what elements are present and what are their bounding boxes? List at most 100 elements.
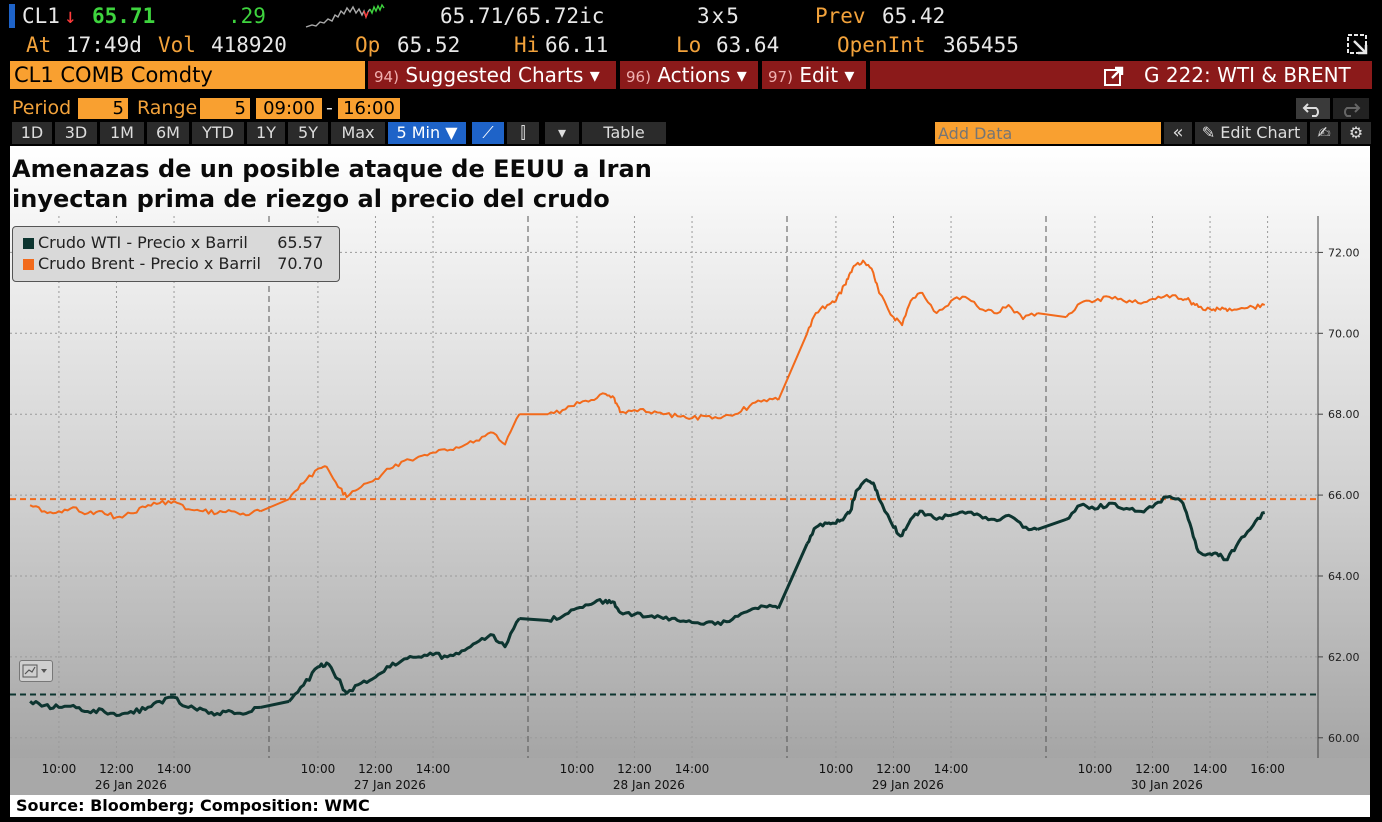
last-price: 65.71 — [92, 4, 156, 28]
edit-menu[interactable]: 97) Edit ▾ — [762, 61, 866, 89]
end-time-input[interactable]: 16:00 — [338, 98, 400, 119]
wti-series-connector — [1036, 517, 1067, 531]
chart-panel: Amenazas de un posible ataque de EEUU a … — [10, 146, 1370, 796]
interval-select[interactable]: 5 Min ▼ — [388, 122, 466, 144]
line-chart-button[interactable]: ⟋ — [472, 122, 504, 144]
open-value: 65.52 — [397, 33, 461, 57]
x-day-label: 28 Jan 2026 — [613, 778, 685, 792]
stats-bar: At 17:49d Vol 418920 Op 65.52 Hi 66.11 L… — [0, 31, 1382, 59]
x-tick-label: 14:00 — [416, 762, 451, 776]
x-day-label: 26 Jan 2026 — [95, 778, 167, 792]
x-tick-label: 12:00 — [876, 762, 911, 776]
wti-series-line — [805, 478, 1039, 545]
open-label: Op — [355, 33, 381, 57]
x-tick-label: 14:00 — [1193, 762, 1228, 776]
legend-item-wti[interactable]: Crudo WTI - Precio x Barril 65.57 — [23, 233, 331, 253]
actions-menu[interactable]: 96) Actions ▾ — [620, 61, 758, 89]
source-note: Source: Bloomberg; Composition: WMC — [10, 795, 1370, 817]
edit-chart-button[interactable]: ✎ Edit Chart — [1195, 122, 1307, 144]
range-1m[interactable]: 1M — [100, 122, 144, 144]
y-tick-label: 62.00 — [1328, 651, 1360, 664]
range-6m[interactable]: 6M — [147, 122, 189, 144]
bar-chart-button[interactable]: ⫿ — [507, 122, 539, 144]
collapse-button[interactable]: « — [1164, 122, 1192, 144]
legend-label-wti: Crudo WTI - Precio x Barril — [38, 233, 248, 252]
settings-button[interactable]: ⚙ — [1341, 122, 1371, 144]
chart-name-bar: G 222: WTI & BRENT — [870, 61, 1372, 89]
y-tick-label: 60.00 — [1328, 732, 1360, 745]
range-max[interactable]: Max — [331, 122, 385, 144]
prev-label: Prev — [815, 4, 866, 28]
period-input[interactable]: 5 — [78, 98, 128, 119]
prev-value: 65.42 — [882, 4, 946, 28]
at-label: At — [26, 33, 52, 57]
chart-type-toggle[interactable] — [19, 660, 53, 682]
x-tick-label: 14:00 — [157, 762, 192, 776]
last-time: 17:49d — [66, 33, 142, 57]
ticker-symbol[interactable]: CL1 — [22, 4, 60, 28]
suggested-charts-label: Suggested Charts ▾ — [405, 63, 600, 87]
brent-series-line — [288, 413, 521, 500]
x-tick-label: 10:00 — [560, 762, 595, 776]
range-3d[interactable]: 3D — [55, 122, 97, 144]
add-data-input[interactable] — [935, 122, 1161, 144]
wti-series-connector — [776, 543, 809, 609]
security-field[interactable]: CL1 COMB Comdty — [10, 61, 365, 89]
undo-button[interactable] — [1296, 98, 1330, 119]
time-separator: - — [326, 97, 333, 119]
x-tick-label: 10:00 — [819, 762, 854, 776]
x-tick-label: 10:00 — [42, 762, 77, 776]
range-input[interactable]: 5 — [200, 98, 250, 119]
suggested-charts-num: 94) — [374, 68, 399, 86]
high-label: Hi — [514, 33, 540, 57]
brent-series-line — [1065, 293, 1266, 318]
actions-num: 96) — [626, 68, 651, 86]
range-5y[interactable]: 5Y — [288, 122, 328, 144]
x-axis-strip — [10, 758, 1370, 796]
pencil-icon: ✎ — [1201, 123, 1216, 142]
legend-value-wti: 65.57 — [277, 233, 323, 252]
chart-name: G 222: WTI & BRENT — [1144, 63, 1351, 87]
sparkline-icon — [305, 3, 385, 28]
gear-icon: ⚙ — [1348, 123, 1364, 142]
wti-series-line — [1065, 495, 1266, 562]
annotate-button[interactable]: ✍ — [1310, 122, 1338, 144]
range-1d[interactable]: 1D — [12, 122, 52, 144]
wti-series-line — [29, 695, 261, 717]
suggested-charts-menu[interactable]: 94) Suggested Charts ▾ — [368, 61, 616, 89]
x-day-label: 30 Jan 2026 — [1131, 778, 1203, 792]
mini-chart-icon — [22, 664, 47, 678]
price-chart[interactable]: 60.00 62.00 64.00 66.00 68.00 70.00 72.00 10:00… — [10, 146, 1370, 796]
chart-legend[interactable]: Crudo WTI - Precio x Barril 65.57 Crudo … — [12, 226, 340, 282]
y-tick-label: 66.00 — [1328, 489, 1360, 502]
pop-out-icon[interactable] — [1346, 33, 1370, 57]
legend-swatch-brent — [23, 259, 34, 270]
legend-value-brent: 70.70 — [277, 254, 323, 273]
y-tick-label: 64.00 — [1328, 570, 1360, 583]
legend-item-brent[interactable]: Crudo Brent - Precio x Barril 70.70 — [23, 254, 331, 274]
redo-icon — [1344, 103, 1361, 117]
period-label: Period — [12, 97, 72, 119]
wti-series-line — [287, 617, 521, 703]
redo-button[interactable] — [1333, 98, 1369, 119]
edit-chart-label: Edit Chart — [1220, 123, 1301, 142]
openint-label: OpenInt — [837, 33, 926, 57]
vol-label: Vol — [158, 33, 196, 57]
chart-title: Amenazas de un posible ataque de EEUU a … — [12, 154, 652, 214]
high-value: 66.11 — [545, 33, 609, 57]
launch-icon[interactable] — [1103, 65, 1125, 87]
quote-bar: CL1 ↓ 65.71 .29 65.71/65.72ic 3x5 Prev 6… — [0, 2, 1382, 30]
range-ytd[interactable]: YTD — [192, 122, 244, 144]
chart-type-dropdown[interactable]: ▾ — [545, 122, 579, 144]
wti-series-line — [547, 598, 780, 626]
security-marker — [9, 4, 15, 28]
x-tick-label: 14:00 — [934, 762, 969, 776]
annotate-icon: ✍ — [1317, 123, 1331, 142]
range-1y[interactable]: 1Y — [247, 122, 285, 144]
table-button[interactable]: Table — [582, 122, 666, 144]
start-time-input[interactable]: 09:00 — [256, 98, 322, 119]
x-tick-label: 12:00 — [617, 762, 652, 776]
undo-icon — [1302, 103, 1319, 117]
low-label: Lo — [676, 33, 702, 57]
x-tick-label: 14:00 — [675, 762, 710, 776]
